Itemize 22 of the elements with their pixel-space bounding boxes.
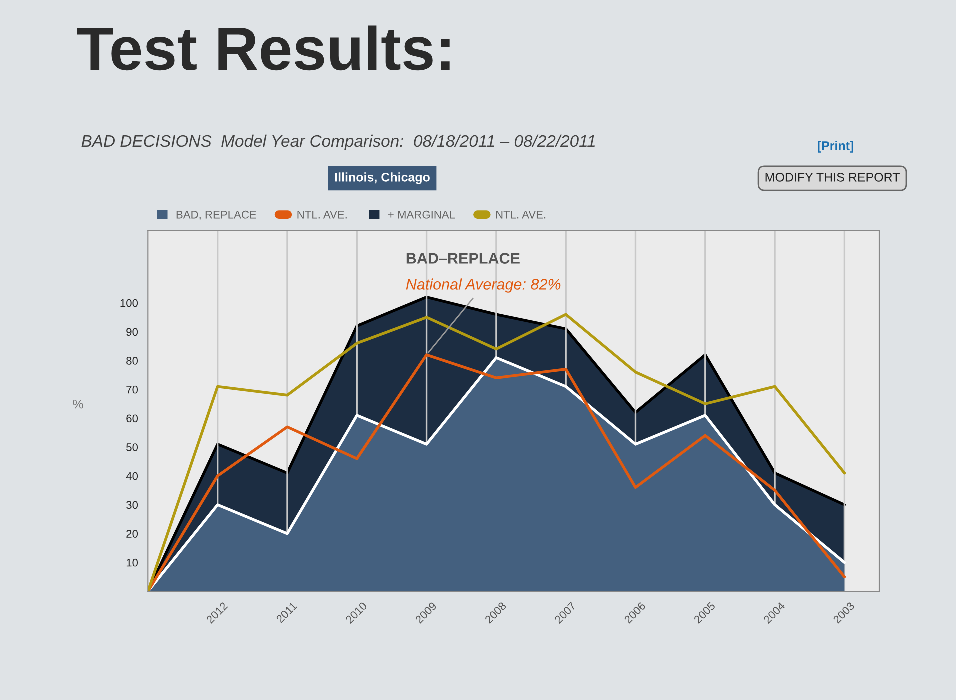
chart-subtitle: BAD DECISIONS Model Year Comparison: 08/18/2011 – 08/22/2011 [82,134,595,150]
legend-label: BAD, REPLACE [176,210,256,220]
y-tick-label: 30 [126,501,138,510]
annotation: BAD–REPLACE [406,253,520,264]
y-tick-label: 90 [126,328,138,336]
y-tick-label: 40 [126,472,138,480]
y-axis-title: % [73,400,84,409]
text: MODIFY THIS REPORT [766,173,900,182]
y-tick-label: 20 [126,530,138,538]
y-tick-label: 100 [120,299,138,308]
text: [Print] [818,141,854,153]
annotation: National Average: 82% [406,278,561,293]
legend-label: NTL. AVE. [496,211,546,219]
legend-label: + MARGINAL [388,210,456,219]
y-tick-label: 80 [126,357,138,365]
y-tick-label: 70 [126,386,138,394]
chart-title: Test Results: [77,26,450,71]
y-tick-label: 10 [126,558,138,567]
text: Illinois, Chicago [335,172,430,184]
y-tick-label: 60 [126,414,138,423]
legend-label: NTL. AVE. [298,211,347,219]
y-tick-label: 50 [126,444,138,452]
